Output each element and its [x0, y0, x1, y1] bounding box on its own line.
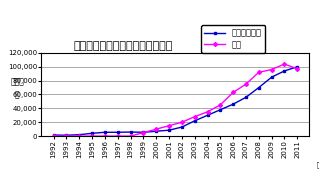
タイ: [103, 135, 107, 137]
Text: 年度: 年度: [316, 161, 319, 168]
インドネシア: [231, 103, 235, 105]
インドネシア: [270, 76, 273, 78]
Line: インドネシア: インドネシア: [52, 65, 299, 137]
インドネシア: [167, 129, 171, 131]
インドネシア: [295, 66, 299, 68]
タイ: [64, 135, 68, 137]
インドネシア: [78, 134, 81, 136]
タイ: [257, 71, 261, 74]
インドネシア: [219, 109, 222, 111]
インドネシア: [257, 86, 261, 89]
インドネシア: [90, 132, 94, 134]
タイ: [231, 91, 235, 94]
インドネシア: [64, 134, 68, 136]
インドネシア: [283, 70, 286, 72]
インドネシア: [116, 131, 120, 133]
インドネシア: [244, 96, 248, 98]
タイ: [154, 128, 158, 130]
Legend: インドネシア, タイ: インドネシア, タイ: [201, 26, 265, 53]
Line: タイ: タイ: [52, 63, 299, 137]
タイ: [116, 135, 120, 137]
タイ: [244, 83, 248, 85]
タイ: [283, 63, 286, 65]
Text: インドネシア、タイの学習者推移: インドネシア、タイの学習者推移: [74, 41, 173, 51]
タイ: [219, 104, 222, 106]
タイ: [270, 68, 273, 71]
インドネシア: [180, 126, 184, 128]
タイ: [90, 135, 94, 137]
タイ: [142, 132, 145, 134]
インドネシア: [103, 131, 107, 133]
タイ: [52, 135, 56, 137]
インドネシア: [52, 134, 56, 136]
Text: 数: 数: [15, 90, 20, 99]
タイ: [180, 121, 184, 123]
インドネシア: [142, 131, 145, 133]
Text: 受験生: 受験生: [11, 77, 24, 87]
タイ: [167, 125, 171, 127]
インドネシア: [205, 114, 209, 116]
インドネシア: [154, 130, 158, 132]
タイ: [129, 135, 132, 137]
タイ: [78, 135, 81, 137]
タイ: [295, 68, 299, 70]
インドネシア: [129, 131, 132, 133]
タイ: [205, 111, 209, 113]
タイ: [193, 115, 197, 118]
インドネシア: [193, 120, 197, 122]
